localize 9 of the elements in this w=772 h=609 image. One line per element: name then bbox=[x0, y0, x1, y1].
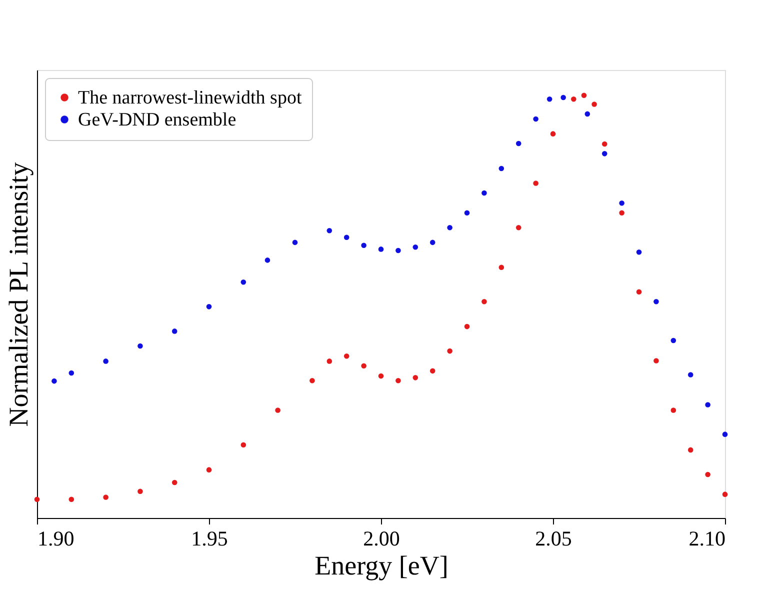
x-tick-label: 2.05 bbox=[535, 526, 572, 550]
x-tick-label: 1.90 bbox=[38, 526, 74, 550]
x-tick-label: 2.00 bbox=[363, 526, 400, 550]
legend-label: The narrowest-linewidth spot bbox=[78, 88, 302, 108]
y-axis-title: Normalized PL intensity bbox=[4, 162, 34, 427]
legend-label: GeV-DND ensemble bbox=[78, 110, 236, 130]
x-tick-label: 2.10 bbox=[688, 526, 726, 550]
x-tick-label: 1.95 bbox=[191, 526, 228, 550]
x-axis-title: Energy [eV] bbox=[314, 550, 448, 580]
